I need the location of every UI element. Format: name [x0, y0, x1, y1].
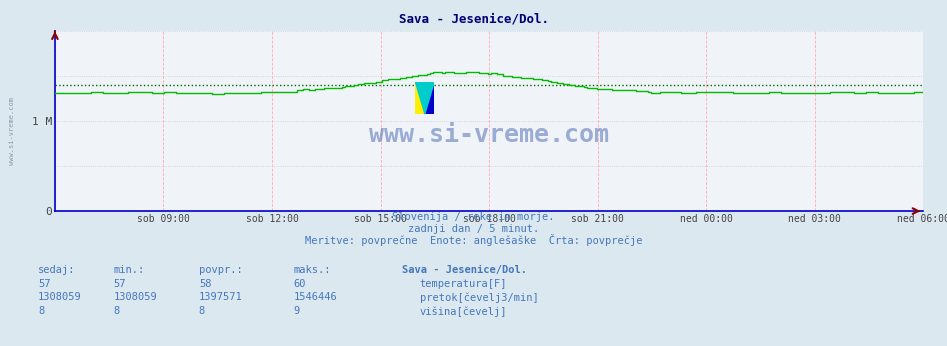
Text: višina[čevelj]: višina[čevelj] [420, 306, 507, 317]
Text: 8: 8 [199, 306, 205, 316]
Text: maks.:: maks.: [294, 265, 331, 275]
Text: 58: 58 [199, 279, 211, 289]
Text: Meritve: povprečne  Enote: anglešaške  Črta: povprečje: Meritve: povprečne Enote: anglešaške Črt… [305, 234, 642, 246]
Text: pretok[čevelj3/min]: pretok[čevelj3/min] [420, 292, 538, 303]
Text: 57: 57 [114, 279, 126, 289]
Text: 1546446: 1546446 [294, 292, 337, 302]
Text: 1397571: 1397571 [199, 292, 242, 302]
Text: min.:: min.: [114, 265, 145, 275]
Polygon shape [416, 82, 435, 114]
Text: 60: 60 [294, 279, 306, 289]
Text: www.si-vreme.com: www.si-vreme.com [369, 124, 609, 147]
Polygon shape [416, 82, 425, 114]
Text: povpr.:: povpr.: [199, 265, 242, 275]
Text: www.si-vreme.com: www.si-vreme.com [9, 98, 15, 165]
Text: Sava - Jesenice/Dol.: Sava - Jesenice/Dol. [402, 265, 527, 275]
Text: zadnji dan / 5 minut.: zadnji dan / 5 minut. [408, 224, 539, 234]
Polygon shape [425, 82, 435, 114]
Text: 8: 8 [38, 306, 45, 316]
Text: 1308059: 1308059 [38, 292, 81, 302]
Text: 8: 8 [114, 306, 120, 316]
Text: temperatura[F]: temperatura[F] [420, 279, 507, 289]
Text: sedaj:: sedaj: [38, 265, 76, 275]
Text: Slovenija / reke in morje.: Slovenija / reke in morje. [392, 212, 555, 222]
Text: 57: 57 [38, 279, 50, 289]
Text: 9: 9 [294, 306, 300, 316]
Text: Sava - Jesenice/Dol.: Sava - Jesenice/Dol. [399, 12, 548, 25]
Text: 1308059: 1308059 [114, 292, 157, 302]
